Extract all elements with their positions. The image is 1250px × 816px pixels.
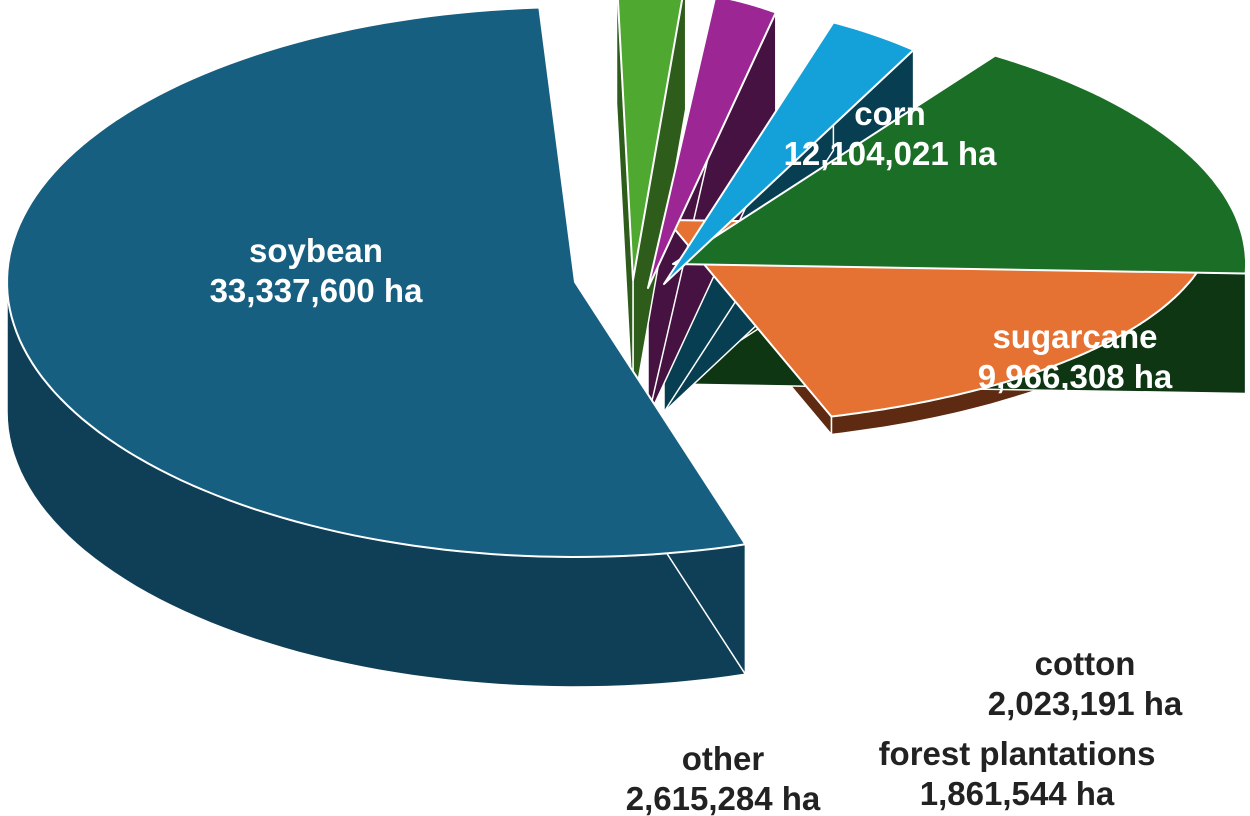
slice-label-corn: corn [854, 95, 926, 132]
slice-forest_plantations [647, 0, 777, 289]
slice-value-soybean: 33,337,600 ha [210, 272, 423, 309]
slice-other [616, 0, 684, 281]
slice-value-sugarcane: 9,966,308 ha [978, 358, 1173, 395]
slice-value-other: 2,615,284 ha [626, 780, 821, 816]
slice-value-forest_plantations: 1,861,544 ha [920, 775, 1115, 812]
slice-tops [6, 0, 1247, 558]
slice-soybean [6, 6, 747, 558]
slice-label-sugarcane: sugarcane [992, 318, 1157, 355]
slice-cotton [663, 21, 915, 285]
slice-label-forest_plantations: forest plantations [879, 735, 1156, 772]
slice-value-corn: 12,104,021 ha [784, 135, 997, 172]
slice-label-cotton: cotton [1035, 645, 1136, 682]
slice-value-cotton: 2,023,191 ha [988, 685, 1183, 722]
slice-sugarcane [672, 54, 1247, 275]
slice-label-soybean: soybean [249, 232, 383, 269]
slice-label-other: other [682, 740, 765, 777]
